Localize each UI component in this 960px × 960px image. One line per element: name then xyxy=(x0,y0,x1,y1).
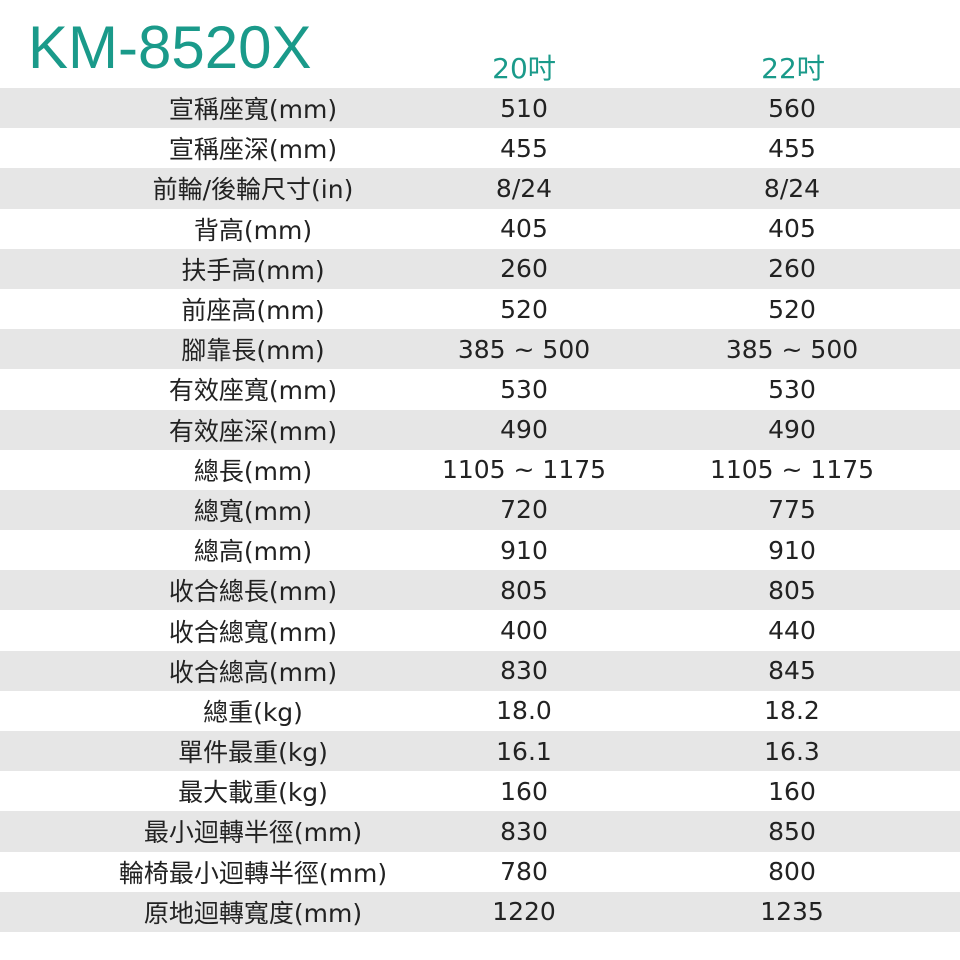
spec-value-20-inch: 260 xyxy=(500,254,548,284)
spec-label: 宣稱座寬(mm) xyxy=(168,95,338,125)
product-model-title: KM-8520X xyxy=(28,14,312,81)
spec-value-20-inch: 16.1 xyxy=(496,736,552,766)
spec-label: 背高(mm) xyxy=(193,215,313,245)
table-row: 腳靠長(mm) 385 ~ 500 385 ~ 500 xyxy=(0,329,960,370)
table-row: 輪椅最小迴轉半徑(mm) 780 800 xyxy=(0,852,960,892)
spec-label: 有效座深(mm) xyxy=(168,416,338,446)
spec-label: 單件最重(kg) xyxy=(178,738,328,768)
spec-value-20-inch: 8/24 xyxy=(495,173,553,203)
spec-value-22-inch: 385 ~ 500 xyxy=(725,334,859,364)
table-row: 收合總高(mm) 830 845 xyxy=(0,650,960,691)
spec-label: 收合總長(mm) xyxy=(168,577,338,607)
table-row: 收合總長(mm) 805 805 xyxy=(0,570,960,611)
table-row: 背高(mm) 405 405 xyxy=(0,209,960,249)
column-header-22-inch: 22吋 xyxy=(761,52,825,85)
spec-label: 總長(mm) xyxy=(193,456,313,486)
spec-value-20-inch: 720 xyxy=(500,495,548,525)
spec-value-22-inch: 1105 ~ 1175 xyxy=(709,455,875,485)
spec-value-20-inch: 18.0 xyxy=(496,696,552,726)
table-row: 宣稱座深(mm) 455 455 xyxy=(0,128,960,168)
spec-label: 總寬(mm) xyxy=(193,496,313,526)
spec-value-22-inch: 260 xyxy=(768,254,816,284)
spec-value-20-inch: 830 xyxy=(500,656,548,686)
column-header-20-inch: 20吋 xyxy=(492,52,556,85)
spec-value-20-inch: 1105 ~ 1175 xyxy=(441,455,607,485)
spec-value-20-inch: 400 xyxy=(500,616,548,646)
spec-value-20-inch: 520 xyxy=(500,294,548,324)
spec-value-22-inch: 850 xyxy=(768,816,816,846)
table-row: 有效座深(mm) 490 490 xyxy=(0,409,960,450)
spec-value-20-inch: 490 xyxy=(500,415,548,445)
spec-value-20-inch: 530 xyxy=(500,374,548,404)
spec-value-20-inch: 455 xyxy=(500,133,548,163)
spec-value-22-inch: 520 xyxy=(768,294,816,324)
table-row: 總高(mm) 910 910 xyxy=(0,530,960,570)
spec-value-20-inch: 830 xyxy=(500,816,548,846)
table-row: 宣稱座寬(mm) 510 560 xyxy=(0,88,960,129)
spec-label: 有效座寬(mm) xyxy=(168,376,338,406)
spec-value-20-inch: 910 xyxy=(500,535,548,565)
spec-value-22-inch: 910 xyxy=(768,535,816,565)
spec-label: 原地迴轉寬度(mm) xyxy=(143,898,363,928)
spec-value-22-inch: 490 xyxy=(768,415,816,445)
spec-value-22-inch: 440 xyxy=(768,616,816,646)
table-row: 總寬(mm) 720 775 xyxy=(0,489,960,531)
spec-label: 宣稱座深(mm) xyxy=(168,135,338,165)
spec-label: 收合總高(mm) xyxy=(168,657,338,687)
spec-value-20-inch: 510 xyxy=(500,93,548,123)
spec-value-22-inch: 1235 xyxy=(760,897,824,927)
table-row: 原地迴轉寬度(mm) 1220 1235 xyxy=(0,891,960,932)
table-row: 總重(kg) 18.0 18.2 xyxy=(0,691,960,731)
spec-label: 最小迴轉半徑(mm) xyxy=(143,818,363,848)
spec-value-22-inch: 8/24 xyxy=(763,173,821,203)
spec-value-22-inch: 845 xyxy=(768,656,816,686)
spec-value-22-inch: 455 xyxy=(768,133,816,163)
table-row: 收合總寬(mm) 400 440 xyxy=(0,610,960,650)
table-row: 有效座寬(mm) 530 530 xyxy=(0,369,960,409)
spec-value-20-inch: 405 xyxy=(500,214,548,244)
spec-label: 最大載重(kg) xyxy=(178,778,328,808)
spec-value-22-inch: 16.3 xyxy=(764,736,820,766)
spec-label: 輪椅最小迴轉半徑(mm) xyxy=(118,858,388,888)
table-row: 總長(mm) 1105 ~ 1175 1105 ~ 1175 xyxy=(0,450,960,490)
spec-value-20-inch: 160 xyxy=(500,776,548,806)
table-row: 單件最重(kg) 16.1 16.3 xyxy=(0,731,960,772)
spec-value-22-inch: 805 xyxy=(768,575,816,605)
spec-value-22-inch: 530 xyxy=(768,374,816,404)
table-row: 最大載重(kg) 160 160 xyxy=(0,771,960,811)
spec-value-22-inch: 405 xyxy=(768,214,816,244)
spec-label: 扶手高(mm) xyxy=(181,255,325,285)
spec-value-20-inch: 805 xyxy=(500,575,548,605)
spec-value-22-inch: 560 xyxy=(768,93,816,123)
spec-value-22-inch: 18.2 xyxy=(764,696,820,726)
spec-label: 總高(mm) xyxy=(193,537,313,567)
table-row: 扶手高(mm) 260 260 xyxy=(0,248,960,289)
table-row: 前座高(mm) 520 520 xyxy=(0,289,960,329)
spec-label: 腳靠長(mm) xyxy=(181,336,325,366)
spec-value-20-inch: 385 ~ 500 xyxy=(457,334,591,364)
spec-label: 收合總寬(mm) xyxy=(168,617,338,647)
table-row: 前輪/後輪尺寸(in) 8/24 8/24 xyxy=(0,168,960,209)
spec-label: 總重(kg) xyxy=(203,697,303,727)
spec-value-20-inch: 1220 xyxy=(492,897,556,927)
spec-label: 前輪/後輪尺寸(in) xyxy=(152,175,354,205)
table-row: 最小迴轉半徑(mm) 830 850 xyxy=(0,811,960,852)
spec-value-22-inch: 775 xyxy=(768,495,816,525)
spec-label: 前座高(mm) xyxy=(181,296,325,326)
spec-value-22-inch: 160 xyxy=(768,776,816,806)
spec-table: 宣稱座寬(mm) 510 560 宣稱座深(mm) 455 455 前輪/後輪尺寸(in) 8… xyxy=(0,88,960,932)
spec-value-22-inch: 800 xyxy=(768,857,816,887)
spec-value-20-inch: 780 xyxy=(500,857,548,887)
